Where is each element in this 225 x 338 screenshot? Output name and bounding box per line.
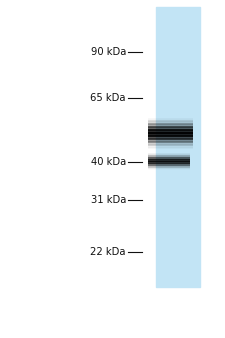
- Bar: [148, 125, 193, 126]
- Bar: [148, 157, 190, 158]
- Text: 40 kDa: 40 kDa: [91, 157, 126, 167]
- Bar: [148, 146, 193, 148]
- Bar: [148, 122, 193, 124]
- Bar: [148, 118, 193, 119]
- Bar: [148, 165, 190, 166]
- Bar: [148, 168, 190, 169]
- Bar: [148, 144, 193, 145]
- Bar: [148, 123, 193, 124]
- Bar: [148, 125, 193, 127]
- Bar: [148, 162, 190, 163]
- Bar: [148, 120, 193, 121]
- Bar: [148, 146, 193, 147]
- Bar: [148, 130, 193, 131]
- Bar: [148, 143, 193, 144]
- Bar: [148, 145, 193, 146]
- Bar: [148, 134, 193, 135]
- Text: 65 kDa: 65 kDa: [90, 93, 126, 103]
- Bar: [148, 154, 190, 155]
- Bar: [148, 128, 193, 129]
- Bar: [148, 166, 190, 167]
- Bar: [148, 161, 190, 162]
- Bar: [148, 138, 193, 139]
- Bar: [148, 160, 190, 161]
- Bar: [148, 168, 190, 169]
- Bar: [148, 144, 193, 145]
- Bar: [148, 131, 193, 132]
- Bar: [148, 167, 190, 168]
- Bar: [148, 164, 190, 165]
- Bar: [148, 163, 190, 164]
- Bar: [156, 7, 200, 287]
- Bar: [148, 158, 190, 159]
- Bar: [148, 164, 190, 165]
- Bar: [148, 140, 193, 141]
- Bar: [148, 160, 190, 161]
- Bar: [148, 124, 193, 125]
- Bar: [148, 158, 190, 159]
- Bar: [148, 167, 190, 168]
- Bar: [148, 139, 193, 140]
- Bar: [148, 141, 193, 142]
- Bar: [148, 122, 193, 123]
- Bar: [148, 138, 193, 140]
- Bar: [148, 120, 193, 121]
- Bar: [148, 166, 190, 167]
- Bar: [148, 132, 193, 134]
- Bar: [148, 153, 190, 154]
- Bar: [148, 127, 193, 128]
- Bar: [148, 156, 190, 157]
- Bar: [148, 141, 193, 143]
- Bar: [148, 165, 190, 166]
- Text: 31 kDa: 31 kDa: [91, 195, 126, 205]
- Bar: [148, 153, 190, 154]
- Text: 90 kDa: 90 kDa: [91, 47, 126, 57]
- Bar: [148, 135, 193, 137]
- Bar: [148, 136, 193, 137]
- Bar: [148, 129, 193, 130]
- Bar: [148, 165, 190, 166]
- Bar: [148, 133, 193, 134]
- Bar: [148, 167, 190, 168]
- Bar: [148, 156, 190, 158]
- Bar: [148, 154, 190, 155]
- Bar: [148, 156, 190, 157]
- Bar: [148, 119, 193, 120]
- Bar: [148, 159, 190, 160]
- Bar: [148, 147, 193, 148]
- Bar: [148, 155, 190, 156]
- Bar: [148, 142, 193, 143]
- Bar: [148, 126, 193, 127]
- Bar: [148, 135, 193, 136]
- Bar: [148, 154, 190, 155]
- Bar: [148, 131, 193, 133]
- Bar: [148, 137, 193, 138]
- Bar: [148, 162, 190, 163]
- Bar: [148, 128, 193, 130]
- Bar: [148, 155, 190, 156]
- Text: 22 kDa: 22 kDa: [90, 247, 126, 257]
- Bar: [148, 159, 190, 160]
- Bar: [148, 161, 190, 162]
- Bar: [148, 163, 190, 164]
- Bar: [148, 163, 190, 164]
- Bar: [148, 121, 193, 122]
